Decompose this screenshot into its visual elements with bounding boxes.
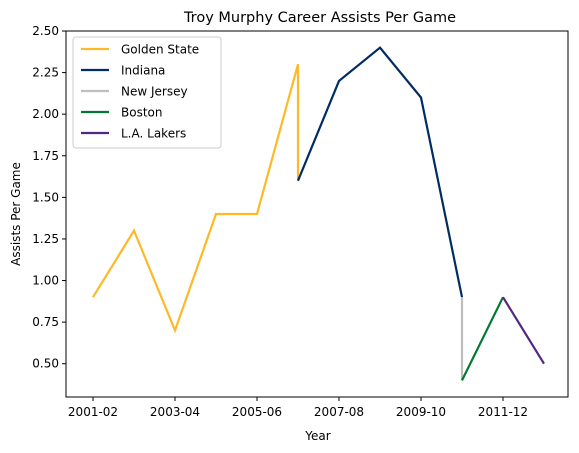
plot-area xyxy=(92,46,545,381)
series-line-boston xyxy=(461,296,504,381)
x-tick-label: 2009-10 xyxy=(396,405,446,419)
x-tick-label: 2007-08 xyxy=(314,405,364,419)
x-tick-label: 2011-12 xyxy=(478,405,528,419)
x-tick-label: 2005-06 xyxy=(232,405,282,419)
y-tick-label: 0.50 xyxy=(32,357,59,371)
x-tick-label: 2003-04 xyxy=(150,405,200,419)
series-line-golden-state xyxy=(92,63,300,334)
plot-frame xyxy=(65,30,569,398)
legend-label-new-jersey: New Jersey xyxy=(121,85,188,99)
legend-label-golden-state: Golden State xyxy=(121,43,199,57)
y-tick-label: 1.50 xyxy=(32,190,59,204)
x-axis-label: Year xyxy=(304,429,330,443)
y-axis: 0.50 0.75 1.00 1.25 1.50 1.75 2.00 2.25 2.50 xyxy=(32,24,66,371)
y-tick-label: 1.75 xyxy=(32,149,59,163)
legend: Golden State Indiana New Jersey Boston L.A. … xyxy=(72,36,222,149)
y-axis-label: Assists Per Game xyxy=(9,162,23,266)
y-tick-label: 1.00 xyxy=(32,274,59,288)
series-line-indiana xyxy=(296,46,464,298)
y-tick-label: 2.50 xyxy=(32,24,59,38)
x-tick-label: 2001-02 xyxy=(68,405,118,419)
y-tick-label: 2.00 xyxy=(32,107,59,121)
y-tick-label: 0.75 xyxy=(32,315,59,329)
legend-label-l-a-lakers: L.A. Lakers xyxy=(121,127,186,141)
legend-box xyxy=(72,36,222,149)
series-line-l-a-lakers xyxy=(502,296,545,365)
chart-title: Troy Murphy Career Assists Per Game xyxy=(183,10,456,26)
legend-label-indiana: Indiana xyxy=(121,64,165,78)
x-axis: 2001-02 2003-04 2005-06 2007-08 2009-10 2011-… xyxy=(68,397,528,419)
y-tick-label: 1.25 xyxy=(32,232,59,246)
legend-label-boston: Boston xyxy=(121,106,162,120)
y-tick-label: 2.25 xyxy=(32,66,59,80)
